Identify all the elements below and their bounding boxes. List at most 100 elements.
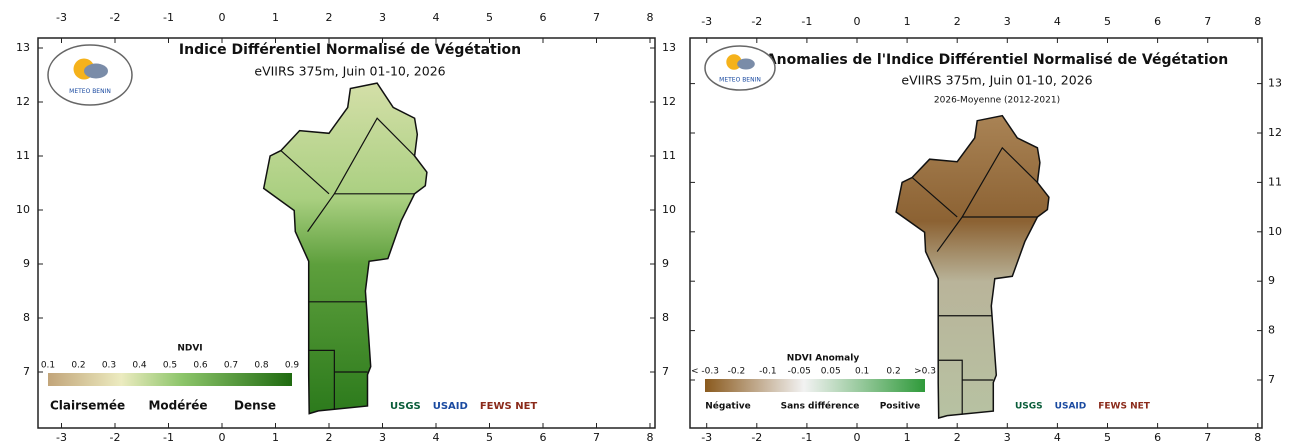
legend-label: 0.2 [886, 367, 900, 377]
legend-class: Négative [705, 401, 751, 412]
lon-tick-label: -2 [751, 431, 762, 444]
legend-label: >0.3 [914, 367, 936, 377]
lon-tick-label: 8 [647, 431, 654, 444]
lon-tick-label: 7 [1204, 15, 1211, 28]
lon-tick-label: 0 [219, 431, 226, 444]
lon-tick-label: 2 [326, 11, 333, 24]
map-note: 2026-Moyenne (2012-2021) [934, 96, 1060, 106]
lat-tick-label: 10 [1268, 225, 1282, 238]
lat-tick-label: 7 [662, 365, 669, 378]
lon-tick-label: 5 [1104, 431, 1111, 444]
lon-tick-label: 3 [1004, 15, 1011, 28]
lon-tick-label: -1 [163, 11, 174, 24]
legend-label: 0.8 [254, 361, 269, 371]
map-title: Indice Différentiel Normalisé de Végétat… [179, 42, 521, 58]
lon-tick-label: 3 [379, 431, 386, 444]
lon-tick-label: -3 [701, 431, 712, 444]
lon-tick-label: 6 [1154, 431, 1161, 444]
logo-cloud [84, 64, 108, 79]
lat-tick-label: 13 [16, 41, 30, 54]
legend-label: 0.9 [285, 361, 300, 371]
legend-label: 0.05 [821, 367, 841, 377]
map-page: -3-3-2-2-1-10011223344556677881313121211… [0, 0, 1295, 446]
lon-tick-label: -2 [110, 11, 121, 24]
lon-tick-label: -1 [163, 431, 174, 444]
legend-label: 0.7 [224, 361, 238, 371]
legend-label: 0.5 [163, 361, 177, 371]
lat-tick-label: 12 [1268, 126, 1282, 139]
legend-label: 0.1 [855, 367, 869, 377]
lon-tick-label: 6 [540, 431, 547, 444]
legend-class: Clairsemée [50, 399, 125, 413]
lon-tick-label: -1 [801, 15, 812, 28]
lon-tick-label: 2 [954, 431, 961, 444]
lat-tick-label: 11 [1268, 175, 1282, 188]
map-panel: -3-3-2-2-1-10011223344556677881312111098… [690, 15, 1282, 444]
lat-tick-label: 9 [23, 257, 30, 270]
lon-tick-label: 6 [540, 11, 547, 24]
logo-cloud [737, 59, 755, 70]
lon-tick-label: 3 [1004, 431, 1011, 444]
legend-class: Positive [880, 402, 921, 412]
lon-tick-label: 2 [326, 431, 333, 444]
map-subtitle: eVIIRS 375m, Juin 01-10, 2026 [901, 73, 1092, 88]
legend-class: Sans différence [781, 401, 860, 412]
lat-tick-label: 13 [662, 41, 676, 54]
lon-tick-label: -1 [801, 431, 812, 444]
partner-logo: USAID [433, 401, 468, 412]
map-title: Anomalies de l'Indice Différentiel Norma… [766, 52, 1228, 68]
lon-tick-label: 7 [593, 431, 600, 444]
lat-tick-label: 8 [1268, 324, 1275, 337]
lat-tick-label: 11 [16, 149, 30, 162]
lon-tick-label: 1 [904, 15, 911, 28]
legend-title: NDVI Anomaly [787, 354, 860, 364]
lon-tick-label: 4 [1054, 15, 1061, 28]
legend-bar [48, 373, 292, 386]
lat-tick-label: 7 [1268, 373, 1275, 386]
lat-tick-label: 7 [23, 365, 30, 378]
lon-tick-label: 5 [486, 11, 493, 24]
legend-label: < -0.3 [691, 367, 719, 377]
lon-tick-label: 0 [219, 11, 226, 24]
lat-tick-label: 8 [662, 311, 669, 324]
lon-tick-label: 7 [593, 11, 600, 24]
partner-logo: FEWS NET [1098, 402, 1151, 412]
lon-tick-label: 3 [379, 11, 386, 24]
lon-tick-label: -3 [56, 11, 67, 24]
map-subtitle: eVIIRS 375m, Juin 01-10, 2026 [254, 64, 445, 79]
lon-tick-label: 1 [272, 11, 279, 24]
legend-title: NDVI [177, 344, 202, 354]
lat-tick-label: 12 [662, 95, 676, 108]
lon-tick-label: 1 [904, 431, 911, 444]
lon-tick-label: 4 [1054, 431, 1061, 444]
lat-tick-label: 13 [1268, 77, 1282, 90]
lon-tick-label: 1 [272, 431, 279, 444]
legend-label: 0.6 [193, 361, 208, 371]
legend-label: 0.3 [102, 361, 116, 371]
lon-tick-label: 4 [433, 431, 440, 444]
legend-label: -0.2 [728, 367, 746, 377]
lon-tick-label: 7 [1204, 431, 1211, 444]
legend-label: -0.05 [788, 367, 811, 377]
lon-tick-label: -2 [110, 431, 121, 444]
lon-tick-label: 0 [854, 431, 861, 444]
partner-logo: USAID [1055, 402, 1087, 412]
lat-tick-label: 9 [1268, 274, 1275, 287]
lat-tick-label: 10 [662, 203, 676, 216]
legend-class: Dense [234, 399, 276, 413]
lon-tick-label: -3 [701, 15, 712, 28]
partner-logo: FEWS NET [480, 401, 538, 412]
lon-tick-label: 2 [954, 15, 961, 28]
legend-label: 0.2 [71, 361, 85, 371]
lon-tick-label: 0 [854, 15, 861, 28]
lon-tick-label: 6 [1154, 15, 1161, 28]
legend-class: Modérée [148, 399, 207, 413]
lon-tick-label: -2 [751, 15, 762, 28]
lon-tick-label: 8 [1254, 15, 1261, 28]
partner-logo: USGS [390, 401, 421, 412]
legend-label: 0.4 [132, 361, 147, 371]
lat-tick-label: 9 [662, 257, 669, 270]
lon-tick-label: 5 [486, 431, 493, 444]
partner-logo: USGS [1015, 402, 1043, 412]
